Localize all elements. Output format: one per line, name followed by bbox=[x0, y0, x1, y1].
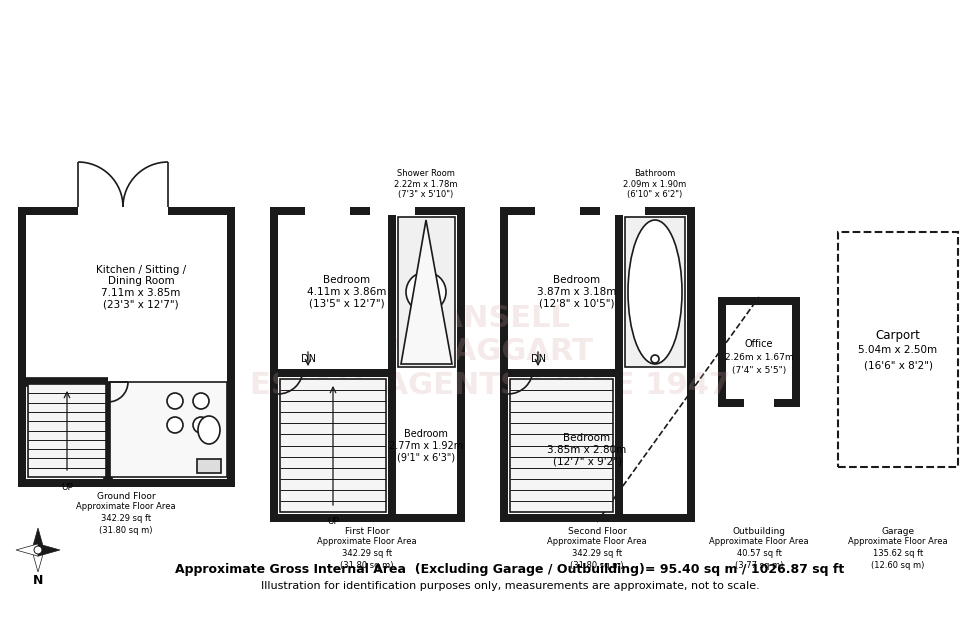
Text: 2.26m x 1.67m: 2.26m x 1.67m bbox=[724, 353, 794, 361]
Bar bbox=[163, 446, 218, 474]
Text: UP: UP bbox=[327, 518, 339, 526]
Text: Bedroom
4.11m x 3.86m
(13'5" x 12'7"): Bedroom 4.11m x 3.86m (13'5" x 12'7") bbox=[308, 276, 387, 309]
Text: DN: DN bbox=[301, 354, 316, 364]
Bar bbox=[270, 207, 465, 522]
Text: N: N bbox=[32, 573, 43, 587]
Circle shape bbox=[193, 393, 209, 409]
Bar bbox=[535, 205, 580, 215]
Bar bbox=[726, 305, 792, 399]
Bar bbox=[305, 205, 350, 215]
Bar bbox=[18, 207, 235, 487]
Text: Approximate Floor Area
342.29 sq ft
(31.80 sq m): Approximate Floor Area 342.29 sq ft (31.… bbox=[547, 537, 647, 570]
Bar bbox=[278, 215, 457, 514]
Text: Bedroom
3.85m x 2.80m
(12'7" x 9'2"): Bedroom 3.85m x 2.80m (12'7" x 9'2") bbox=[548, 434, 626, 466]
Bar bbox=[510, 379, 613, 512]
Text: Bathroom
2.09m x 1.90m
(6'10" x 6'2"): Bathroom 2.09m x 1.90m (6'10" x 6'2") bbox=[623, 169, 687, 199]
Text: First Floor: First Floor bbox=[345, 527, 389, 536]
Circle shape bbox=[167, 417, 183, 433]
Text: Garage: Garage bbox=[881, 527, 914, 536]
Bar bbox=[78, 202, 168, 215]
Text: Second Floor: Second Floor bbox=[567, 527, 626, 536]
Text: Approximate Floor Area
342.29 sq ft
(31.80 sq m): Approximate Floor Area 342.29 sq ft (31.… bbox=[318, 537, 416, 570]
Text: Approximate Floor Area
40.57 sq ft
(3.77 sq m): Approximate Floor Area 40.57 sq ft (3.77… bbox=[710, 537, 808, 570]
Ellipse shape bbox=[628, 220, 682, 364]
Text: Approximate Floor Area
342.29 sq ft
(31.80 sq m): Approximate Floor Area 342.29 sq ft (31.… bbox=[76, 502, 175, 534]
Text: DN: DN bbox=[530, 354, 546, 364]
Bar bbox=[838, 232, 958, 467]
Bar bbox=[615, 215, 623, 514]
Circle shape bbox=[193, 417, 209, 433]
Text: Bedroom
2.77m x 1.92m
(9'1" x 6'3"): Bedroom 2.77m x 1.92m (9'1" x 6'3") bbox=[389, 429, 464, 463]
Text: MANSELL
McTAGGART
ESTATE AGENTS SINCE 1947: MANSELL McTAGGART ESTATE AGENTS SINCE 19… bbox=[250, 304, 730, 400]
Text: Carport: Carport bbox=[875, 328, 920, 341]
Text: Kitchen / Sitting /
Dining Room
7.11m x 3.85m
(23'3" x 12'7"): Kitchen / Sitting / Dining Room 7.11m x … bbox=[96, 264, 186, 309]
Text: Outbuilding: Outbuilding bbox=[732, 527, 786, 536]
Bar bbox=[508, 215, 687, 514]
Bar bbox=[744, 399, 774, 409]
Circle shape bbox=[406, 272, 446, 312]
Bar bbox=[26, 215, 227, 479]
Bar bbox=[163, 384, 218, 439]
Text: 5.04m x 2.50m: 5.04m x 2.50m bbox=[858, 345, 938, 355]
Bar bbox=[28, 384, 106, 477]
Text: Ground Floor: Ground Floor bbox=[97, 492, 155, 501]
Ellipse shape bbox=[198, 416, 220, 444]
Bar bbox=[388, 207, 396, 514]
Text: UP: UP bbox=[61, 483, 73, 491]
Bar bbox=[600, 205, 645, 215]
Bar bbox=[500, 207, 695, 522]
Bar bbox=[166, 450, 188, 471]
Text: Approximate Floor Area
135.62 sq ft
(12.60 sq m): Approximate Floor Area 135.62 sq ft (12.… bbox=[848, 537, 948, 570]
Polygon shape bbox=[31, 550, 44, 572]
Polygon shape bbox=[31, 528, 44, 550]
Text: (7'4" x 5'5"): (7'4" x 5'5") bbox=[732, 366, 786, 374]
Polygon shape bbox=[38, 544, 60, 556]
Bar bbox=[508, 369, 615, 377]
Text: Approximate Gross Internal Area  (Excluding Garage / Outbuilding)= 95.40 sq m / : Approximate Gross Internal Area (Excludi… bbox=[175, 564, 845, 577]
Bar bbox=[718, 297, 800, 407]
Text: Bedroom
3.87m x 3.18m
(12'8" x 10'5"): Bedroom 3.87m x 3.18m (12'8" x 10'5") bbox=[537, 276, 616, 309]
Bar bbox=[197, 459, 221, 473]
Text: Illustration for identification purposes only, measurements are approximate, not: Illustration for identification purposes… bbox=[261, 581, 760, 591]
Bar bbox=[110, 382, 227, 477]
Bar bbox=[370, 205, 415, 215]
Bar bbox=[388, 215, 396, 514]
Bar bbox=[280, 379, 386, 512]
Text: Shower Room
2.22m x 1.78m
(7'3" x 5'10"): Shower Room 2.22m x 1.78m (7'3" x 5'10") bbox=[394, 169, 458, 199]
Bar bbox=[278, 369, 388, 377]
Text: (16'6" x 8'2"): (16'6" x 8'2") bbox=[863, 360, 933, 370]
Circle shape bbox=[34, 546, 42, 554]
Polygon shape bbox=[16, 544, 38, 556]
Circle shape bbox=[167, 393, 183, 409]
Circle shape bbox=[651, 355, 659, 363]
Bar bbox=[398, 217, 455, 367]
Text: Office: Office bbox=[745, 339, 773, 349]
Polygon shape bbox=[401, 220, 452, 364]
Bar bbox=[625, 217, 685, 367]
